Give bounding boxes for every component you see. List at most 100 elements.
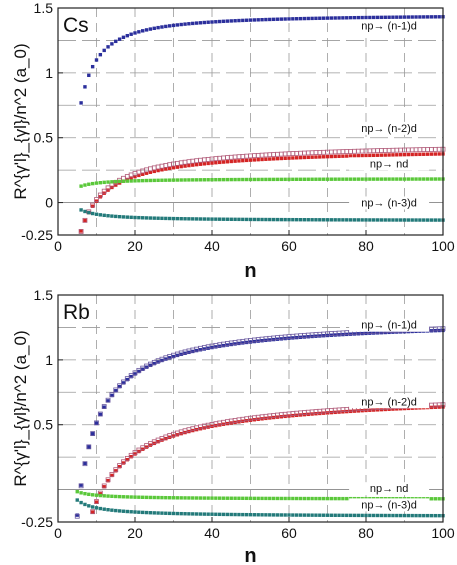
data-point: [360, 513, 364, 518]
data-point: [128, 452, 134, 458]
data-point: [90, 493, 95, 497]
data-point: [271, 513, 276, 517]
data-point: [156, 360, 160, 364]
data-point: [436, 146, 442, 152]
data-point: [102, 494, 106, 498]
data-point: [133, 495, 137, 499]
data-point: [225, 496, 230, 500]
x-tick-label: 60: [281, 238, 297, 254]
data-point: [302, 496, 307, 501]
data-point: [137, 449, 141, 454]
data-point: [368, 513, 372, 518]
data-point: [187, 512, 191, 516]
data-point: [164, 167, 168, 171]
data-point: [437, 513, 441, 518]
data-point: [317, 150, 323, 155]
data-point: [264, 157, 268, 161]
data-point: [283, 217, 287, 222]
data-point: [98, 412, 103, 417]
data-point: [367, 148, 373, 154]
transition-annotation: np→ nd: [370, 483, 409, 495]
data-point: [147, 166, 153, 172]
y-axis-label: R^{γ'l}_{γl}/n^2 (a_0): [11, 330, 30, 486]
data-point: [248, 158, 253, 162]
data-point: [152, 178, 156, 183]
data-point: [244, 158, 249, 163]
data-point: [341, 16, 345, 20]
data-point: [298, 177, 303, 181]
data-point: [87, 504, 91, 508]
data-point: [268, 17, 272, 22]
data-point: [141, 172, 145, 176]
data-point: [233, 159, 237, 163]
data-point: [129, 455, 133, 459]
data-point: [356, 513, 360, 518]
transition-annotation: np→ (n-1)d: [361, 320, 417, 332]
data-point: [229, 19, 233, 23]
data-point: [314, 155, 318, 159]
data-point: [282, 151, 288, 157]
data-point: [429, 177, 434, 181]
data-point: [429, 218, 434, 222]
data-point: [268, 513, 272, 517]
data-point: [79, 229, 83, 233]
data-point: [321, 155, 326, 159]
data-point: [341, 496, 345, 501]
data-point: [210, 496, 214, 500]
data-point: [102, 507, 106, 511]
data-point: [345, 177, 349, 181]
data-point: [206, 496, 210, 500]
data-point: [102, 180, 106, 185]
data-point: [398, 218, 403, 222]
data-point: [256, 339, 260, 343]
data-point: [241, 217, 245, 222]
data-point: [279, 496, 283, 501]
data-point: [352, 513, 357, 518]
data-point: [405, 147, 411, 153]
data-point: [395, 218, 399, 222]
data-point: [225, 512, 230, 517]
data-point: [191, 349, 195, 354]
data-point: [167, 24, 172, 28]
data-point: [340, 149, 346, 155]
data-point: [348, 149, 354, 154]
data-point: [183, 178, 187, 182]
y-tick-label: 1.5: [34, 0, 54, 16]
data-point: [283, 513, 287, 517]
data-point: [214, 512, 218, 516]
data-point: [160, 495, 164, 500]
data-point: [141, 510, 145, 515]
data-point: [410, 513, 414, 518]
data-point: [90, 432, 95, 436]
data-point: [302, 513, 307, 517]
data-point: [202, 162, 206, 166]
data-point: [391, 513, 395, 518]
data-point: [132, 370, 138, 376]
data-point: [271, 337, 276, 342]
data-point: [148, 363, 153, 368]
data-point: [175, 23, 180, 27]
data-point: [171, 166, 176, 170]
data-point: [264, 338, 268, 343]
data-point: [275, 513, 280, 517]
data-point: [191, 512, 195, 516]
data-point: [106, 399, 110, 403]
data-point: [291, 513, 295, 517]
data-point: [244, 177, 249, 182]
data-point: [295, 17, 299, 21]
data-point: [167, 166, 172, 171]
data-point: [218, 177, 222, 182]
data-point: [167, 496, 172, 500]
data-point: [233, 217, 237, 222]
annotation-backing: [349, 318, 430, 332]
data-point: [109, 392, 115, 398]
data-point: [137, 215, 141, 220]
data-point: [241, 158, 245, 163]
data-point: [244, 340, 249, 345]
data-point: [144, 510, 149, 515]
y-axis-label: R^{γ'l}_{γl}/n^2 (a_0): [11, 43, 30, 199]
data-point: [267, 152, 273, 158]
data-point: [375, 177, 380, 181]
data-point: [375, 15, 380, 20]
x-tick-label: 80: [358, 525, 374, 541]
